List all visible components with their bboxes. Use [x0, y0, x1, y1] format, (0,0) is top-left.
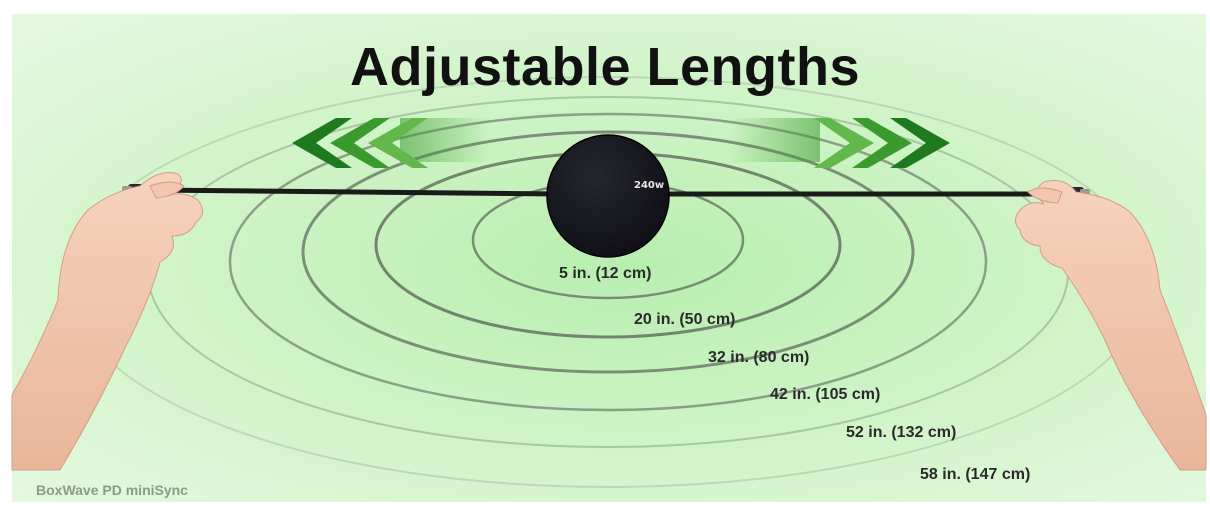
brand-watermark: BoxWave PD miniSync: [36, 482, 188, 498]
length-label-42in: 42 in. (105 cm): [770, 386, 881, 403]
ring-32in: [301, 130, 915, 374]
length-label-58in: 58 in. (147 cm): [920, 466, 1031, 483]
product-illustration: [12, 14, 1206, 502]
length-label-32in: 32 in. (80 cm): [708, 349, 810, 366]
cable-reel-device: 240w: [546, 134, 670, 258]
length-label-5in: 5 in. (12 cm): [559, 265, 652, 282]
chevron-left-icon: [292, 118, 428, 168]
ring-42in: [228, 112, 988, 412]
length-label-52in: 52 in. (132 cm): [846, 424, 957, 441]
right-hand: [1015, 179, 1207, 471]
page-title: Adjustable Lengths: [349, 37, 861, 97]
device-power-label: 240w: [634, 180, 664, 191]
right-motion-trail: [730, 118, 820, 162]
chevron-right-icon: [814, 118, 950, 168]
left-hand: [11, 172, 203, 471]
length-label-20in: 20 in. (50 cm): [634, 311, 736, 328]
